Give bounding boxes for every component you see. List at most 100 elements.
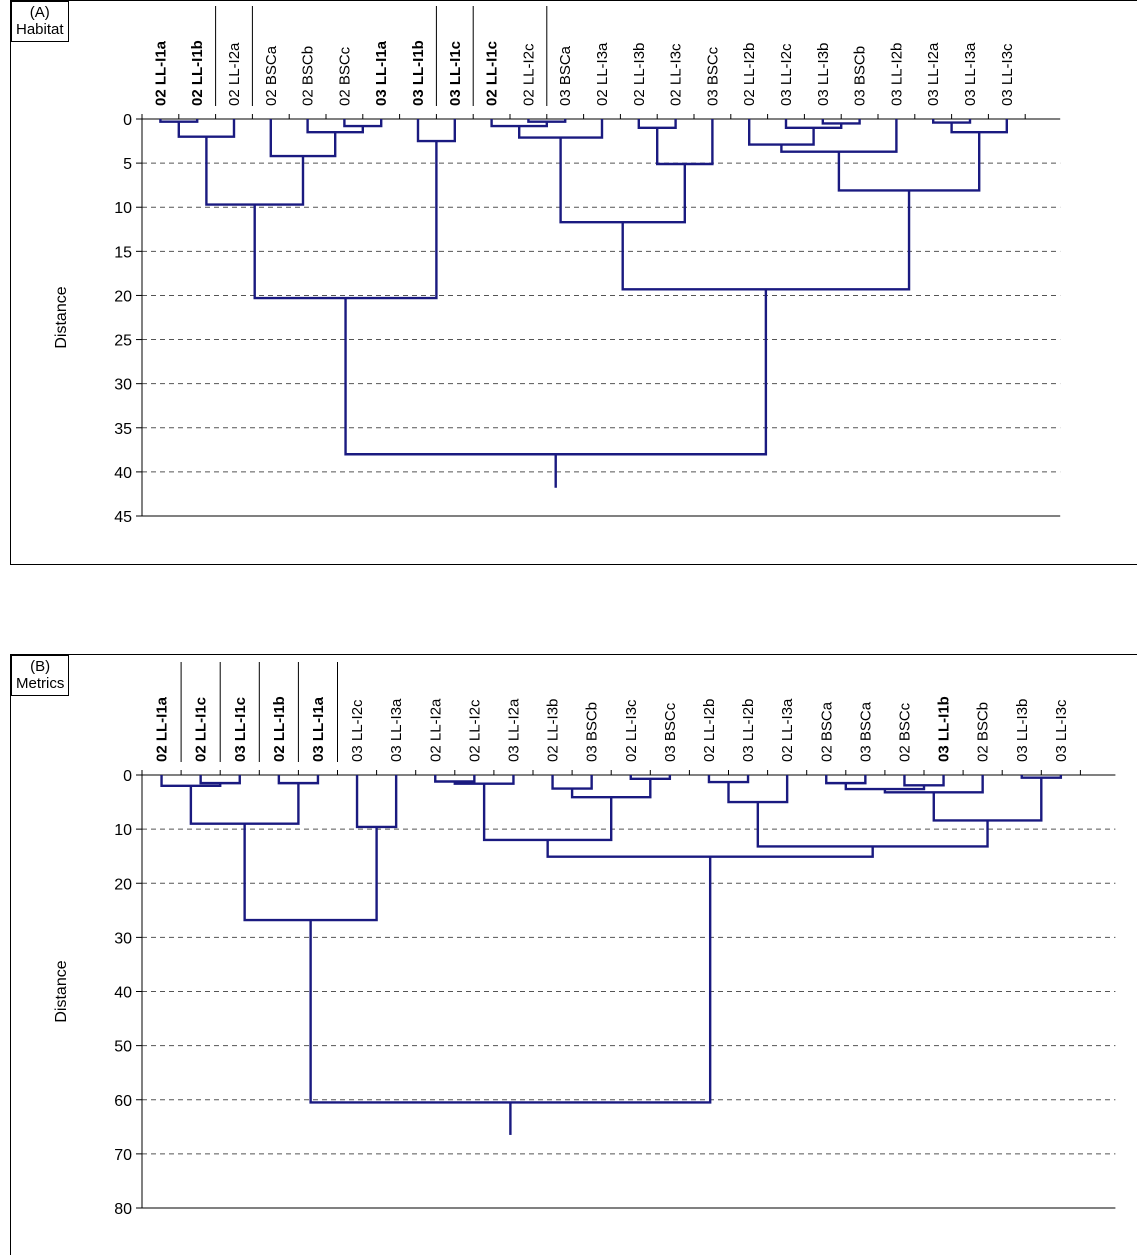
y-tick-label: 10 (114, 200, 132, 217)
leaf-label: 02 BSCc (336, 46, 353, 106)
leaf-label: 02 LL-I2c (466, 699, 483, 762)
leaf-label: 03 LL-I3b (1014, 699, 1031, 762)
leaf-label: 02 LL-I3c (668, 43, 685, 106)
y-tick-label: 50 (114, 1039, 132, 1056)
dendrogram-link (950, 119, 1008, 134)
leaf-label: 02 LL-I3a (779, 698, 796, 762)
dendrogram-link (253, 141, 438, 300)
metrics-panel: (B) Metrics Distance 0 10 20 30 40 50 60 70 80 02 … (10, 654, 1137, 1255)
y-tick-label: 30 (114, 377, 132, 394)
leaf-label: 02 BSCc (896, 702, 913, 762)
leaf-label: 03 BSCb (852, 46, 869, 106)
dendrogram-link (269, 119, 337, 158)
y-tick-label: 30 (114, 930, 132, 947)
leaf-label: 03 LL-I3c (1053, 699, 1070, 762)
leaf-label: 02 LL-I3c (623, 699, 640, 762)
leaf-label: 02 BSCb (300, 46, 317, 106)
dendrogram-link (784, 119, 843, 130)
dendrogram-link (932, 777, 1043, 822)
leaf-label: 02 LL-I3a (594, 42, 611, 106)
leaf-label: 03 LL-I3a (388, 698, 405, 762)
leaf-label: 02 LL-I1a (152, 40, 169, 106)
dendrogram-link (756, 802, 989, 848)
panel-tag-a: (A) Habitat (11, 1, 69, 42)
dendrogram-link (825, 775, 867, 785)
y-tick-label: 20 (114, 876, 132, 893)
dendrogram-link (748, 119, 815, 146)
leaf-label: 03 LL-I2c (778, 43, 795, 106)
dendrogram-link (656, 119, 714, 166)
y-tick-label: 80 (114, 1201, 132, 1218)
dendrogram-link (837, 132, 981, 192)
dendrogram-link (844, 783, 926, 791)
y-tick-label: 70 (114, 1147, 132, 1164)
dendrogram-link (343, 119, 383, 128)
dendrogram-link (1020, 775, 1063, 779)
dendrogram-link (551, 775, 593, 790)
leaf-label: 03 LL-I2b (888, 43, 905, 106)
dendrogram-link (821, 119, 861, 125)
dendrogram-link (434, 775, 476, 783)
y-tick-label: 35 (114, 421, 132, 438)
dendrogram-link (629, 775, 672, 780)
dendrogram-link (559, 137, 686, 224)
leaf-label: 02 LL-I1b (189, 40, 206, 106)
y-tick-label: 40 (114, 465, 132, 482)
leaf-label: 02 BSCa (263, 45, 280, 106)
y-tick-label: 0 (123, 112, 132, 129)
dendrogram-link (277, 775, 320, 785)
panel-title-a: Habitat (16, 21, 64, 38)
metrics-dendrogram: Distance 0 10 20 30 40 50 60 70 80 02 LL-I1a 02 LL-… (53, 662, 1116, 1218)
leaf-label: 02 LL-I2a (427, 698, 444, 762)
leaf-label: 02 LL-I1a (154, 696, 171, 762)
panel-title-b: Metrics (16, 675, 65, 692)
leaf-label: 03 LL-I1a (310, 696, 327, 762)
dendrogram-link (199, 775, 241, 785)
leaf-label: 03 BSCa (557, 45, 574, 106)
dendrogram-link (453, 775, 515, 785)
y-tick-label: 10 (114, 822, 132, 839)
leaf-label: 03 LL-I1a (373, 40, 390, 106)
leaf-label: 03 BSCb (584, 702, 601, 762)
leaf-label: 03 LL-I3a (962, 42, 979, 106)
dendrogram-link (780, 119, 898, 153)
dendrogram-link (416, 119, 456, 143)
y-tick-label: 15 (114, 244, 132, 261)
y-axis-label: Distance (53, 286, 70, 348)
leaf-label: 02 LL-I1c (193, 697, 210, 762)
y-tick-label: 40 (114, 985, 132, 1002)
y-tick-label: 45 (114, 509, 132, 526)
leaf-label: 03 LL-I1b (936, 696, 953, 762)
dendrogram-link (570, 778, 652, 799)
y-tick-label: 0 (123, 768, 132, 785)
leaf-label: 03 LL-I1c (232, 697, 249, 762)
y-axis-label: Distance (53, 960, 70, 1022)
leaf-label: 03 LL-I2b (740, 699, 757, 762)
leaf-label: 03 LL-I2c (349, 699, 366, 762)
leaf-label: 02 BSCa (818, 701, 835, 762)
leaf-label: 02 LL-I3b (631, 43, 648, 106)
dendrogram-link (546, 839, 874, 858)
dendrogram-link (903, 775, 945, 787)
leaf-label: 03 LL-I1c (447, 41, 464, 106)
leaf-label: 02 LL-I3b (545, 699, 562, 762)
panel-label-a: (A) (29, 4, 50, 21)
dendrogram-link (621, 190, 911, 291)
habitat-panel: (A) Habitat Distance 0 5 10 15 20 25 30 35 40 45 02… (10, 0, 1137, 565)
leaf-label: 02 LL-I2a (226, 42, 243, 106)
leaf-label: 02 LL-I1b (271, 696, 288, 762)
dendrogram-link (344, 289, 768, 456)
leaf-label: 02 LL-I1c (484, 41, 501, 106)
leaf-label: 03 BSCc (704, 46, 721, 106)
y-tick-label: 60 (114, 1093, 132, 1110)
leaf-label: 02 BSCb (975, 702, 992, 762)
leaf-label: 03 BSCc (662, 702, 679, 762)
leaf-label: 03 LL-I3b (815, 43, 832, 106)
y-tick-label: 20 (114, 288, 132, 305)
leaf-label: 03 LL-I3c (999, 43, 1016, 106)
panel-tag-b: (B) Metrics (11, 655, 70, 696)
leaf-label: 03 LL-I2a (505, 698, 522, 762)
leaf-label: 03 LL-I2a (925, 42, 942, 106)
y-tick-label: 25 (114, 333, 132, 350)
dendrogram-link (309, 856, 712, 1104)
